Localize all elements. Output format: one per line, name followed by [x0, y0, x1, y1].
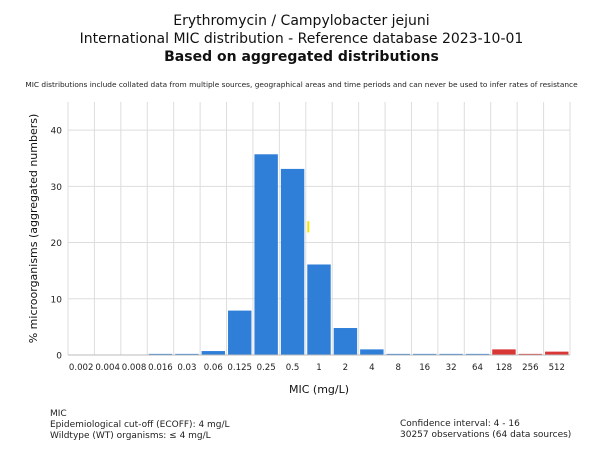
- y-tick-label: 20: [51, 239, 63, 249]
- footer-observations: 30257 observations (64 data sources): [400, 430, 572, 440]
- y-axis-label: % microorganisms (aggregated numbers): [27, 114, 40, 344]
- bar-512: [545, 351, 569, 355]
- chart-title: Erythromycin / Campylobacter jejuni: [173, 13, 430, 29]
- x-tick-label: 0.03: [177, 363, 196, 373]
- footer-right: Confidence interval: 4 - 16 30257 observ…: [400, 419, 571, 441]
- y-tick-label: 30: [51, 183, 63, 193]
- x-tick-label: 0.002: [69, 363, 94, 373]
- bar-2: [333, 328, 358, 355]
- x-tick-label: 4: [369, 363, 374, 373]
- y-tick-label: 40: [51, 127, 63, 137]
- footer-confidence: Confidence interval: 4 - 16: [400, 419, 520, 429]
- disclaimer-note: MIC distributions include collated data …: [25, 80, 578, 89]
- bar-0.03: [175, 353, 199, 355]
- x-tick-label: 1: [316, 363, 321, 373]
- y-tick-label: 10: [51, 295, 63, 305]
- bar-0.5: [280, 168, 305, 355]
- x-tick-label: 8: [396, 363, 401, 373]
- y-tick-label: 0: [56, 352, 62, 362]
- x-tick-label: 2: [343, 363, 348, 373]
- x-tick-label: 64: [472, 363, 483, 373]
- bar-1: [307, 264, 331, 355]
- bar-8: [386, 353, 410, 355]
- footer-ecoff: Epidemiological cut-off (ECOFF): 4 mg/L: [50, 420, 230, 430]
- bar-64: [465, 353, 490, 355]
- x-tick-label: 0.008: [122, 363, 147, 373]
- x-tick-label: 256: [522, 363, 538, 373]
- x-tick-label: 128: [496, 363, 512, 373]
- x-tick-label: 512: [549, 363, 565, 373]
- bar-16: [412, 353, 437, 355]
- chart-subtitle: International MIC distribution - Referen…: [79, 31, 524, 47]
- x-axis-label: MIC (mg/L): [289, 383, 349, 396]
- bar-0.125: [228, 310, 252, 355]
- bar-128: [492, 349, 516, 355]
- bar-32: [439, 353, 463, 355]
- x-tick-label: 0.5: [286, 363, 300, 373]
- bar-4: [360, 349, 384, 355]
- x-tick-label: 0.016: [148, 363, 173, 373]
- footer-left: MIC Epidemiological cut-off (ECOFF): 4 m…: [50, 409, 230, 442]
- x-tick-label: 0.004: [95, 363, 120, 373]
- ecoff-marker: [307, 221, 310, 233]
- x-tick-label: 0.125: [227, 363, 252, 373]
- chart-subtitle-bold: Based on aggregated distributions: [164, 49, 439, 65]
- bar-0.25: [254, 154, 278, 355]
- footer-mic-label: MIC: [50, 409, 67, 419]
- bar-256: [518, 353, 543, 355]
- x-tick-label: 16: [419, 363, 430, 373]
- x-tick-label: 32: [446, 363, 457, 373]
- footer-wildtype: Wildtype (WT) organisms: ≤ 4 mg/L: [50, 431, 211, 441]
- x-tick-label: 0.06: [204, 363, 223, 373]
- bar-0.06: [201, 351, 226, 355]
- bar-0.016: [148, 353, 173, 355]
- x-tick-label: 0.25: [257, 363, 276, 373]
